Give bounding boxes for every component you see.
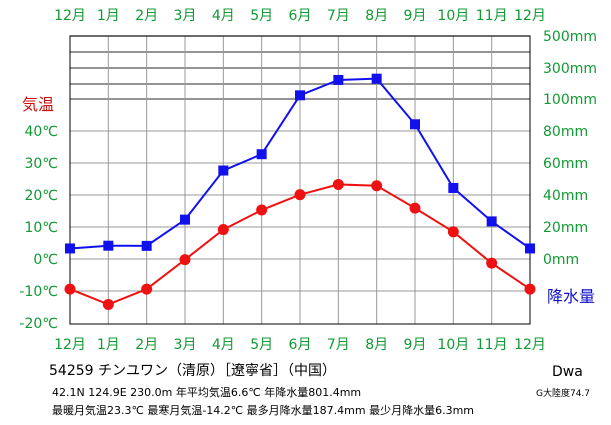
temperature-point xyxy=(102,298,114,310)
climate-class: Dwa xyxy=(552,364,583,380)
grid-lines xyxy=(70,35,530,324)
precipitation-point xyxy=(486,216,497,227)
temperature-tick-label: -20℃ xyxy=(19,316,58,332)
month-label-bottom: 12月 xyxy=(54,337,86,353)
precipitation-tick-label: 20mm xyxy=(543,220,588,236)
month-label-top: 4月 xyxy=(212,8,235,24)
plot-frame xyxy=(69,35,531,325)
month-label-bottom: 10月 xyxy=(437,337,469,353)
temperature-point xyxy=(179,254,191,266)
month-label-bottom: 11月 xyxy=(476,337,508,353)
month-label-bottom: 4月 xyxy=(212,337,235,353)
precipitation-point xyxy=(141,240,152,251)
month-label-top: 9月 xyxy=(404,8,427,24)
month-label-top: 11月 xyxy=(476,8,508,24)
station-title: 54259 チンユワン（清原）［遼寧省］（中国） xyxy=(49,363,336,379)
temperature-axis-title: 気温 xyxy=(22,95,54,114)
precipitation-tick-label: 80mm xyxy=(543,124,588,140)
temperature-point xyxy=(256,204,268,216)
month-label-bottom: 6月 xyxy=(289,337,312,353)
month-label-bottom: 8月 xyxy=(365,337,388,353)
month-label-bottom: 2月 xyxy=(135,337,158,353)
precipitation-tick-label: 40mm xyxy=(543,188,588,204)
temperature-point xyxy=(371,180,383,192)
month-label-bottom: 3月 xyxy=(174,337,197,353)
precipitation-point xyxy=(103,240,114,251)
precipitation-point xyxy=(410,119,420,130)
precipitation-axis-title: 降水量 xyxy=(547,287,595,306)
month-label-bottom: 9月 xyxy=(404,337,427,353)
month-label-bottom: 12月 xyxy=(514,337,546,353)
precipitation-tick-label: 100mm xyxy=(543,92,597,108)
axis-labels: 12月 12月 1月 1月 2月 2月 3月 3月 4月 4月 5月 5月 6月 6月 7月 7月 8月 8月 9月… xyxy=(19,8,597,353)
precipitation-point xyxy=(448,182,459,193)
temperature-tick-label: 40℃ xyxy=(24,124,58,140)
temperature-point xyxy=(64,283,76,295)
precipitation-point xyxy=(65,243,75,254)
precipitation-tick-label: 0mm xyxy=(543,252,579,268)
temperature-point xyxy=(447,226,459,238)
precipitation-point xyxy=(525,243,535,254)
precipitation-point xyxy=(218,165,229,176)
temperature-point xyxy=(294,189,306,201)
month-label-bottom: 7月 xyxy=(327,337,350,353)
temperature-point xyxy=(332,178,344,190)
temperature-point xyxy=(141,283,153,295)
month-label-top: 1月 xyxy=(97,8,120,24)
precipitation-point xyxy=(256,149,267,160)
data-series xyxy=(64,73,536,310)
temperature-tick-label: 30℃ xyxy=(24,156,58,172)
temperature-point xyxy=(524,283,536,295)
month-label-top: 10月 xyxy=(437,8,469,24)
precipitation-point xyxy=(180,214,190,225)
precipitation-tick-label: 500mm xyxy=(543,29,597,45)
month-label-top: 7月 xyxy=(327,8,350,24)
temperature-point xyxy=(409,202,421,214)
continentality-index: G大陸度74.7 xyxy=(536,389,591,399)
month-label-bottom: 5月 xyxy=(250,337,273,353)
temperature-tick-label: 10℃ xyxy=(24,220,58,236)
precipitation-tick-label: 300mm xyxy=(543,61,597,77)
month-label-top: 5月 xyxy=(250,8,273,24)
temperature-tick-label: 20℃ xyxy=(24,188,58,204)
station-summary-line1: 42.1N 124.9E 230.0m 年平均気温6.6℃ 年降水量801.4m… xyxy=(52,386,362,399)
month-label-top: 6月 xyxy=(289,8,312,24)
month-label-top: 8月 xyxy=(365,8,388,24)
month-label-bottom: 1月 xyxy=(97,337,120,353)
precipitation-tick-label: 60mm xyxy=(543,156,588,172)
month-label-top: 3月 xyxy=(174,8,197,24)
precipitation-point xyxy=(333,74,344,85)
month-label-top: 2月 xyxy=(135,8,158,24)
month-label-top: 12月 xyxy=(514,8,546,24)
temperature-tick-label: 0℃ xyxy=(33,252,58,268)
station-summary-line2: 最暖月気温23.3℃ 最寒月気温-14.2℃ 最多月降水量187.4mm 最少月… xyxy=(52,404,474,417)
temperature-tick-label: -10℃ xyxy=(19,284,58,300)
temperature-point xyxy=(217,224,229,236)
plot-border xyxy=(69,35,531,325)
month-label-top: 12月 xyxy=(54,8,86,24)
precipitation-point xyxy=(295,90,305,101)
precipitation-point xyxy=(371,73,382,84)
temperature-point xyxy=(486,257,498,269)
